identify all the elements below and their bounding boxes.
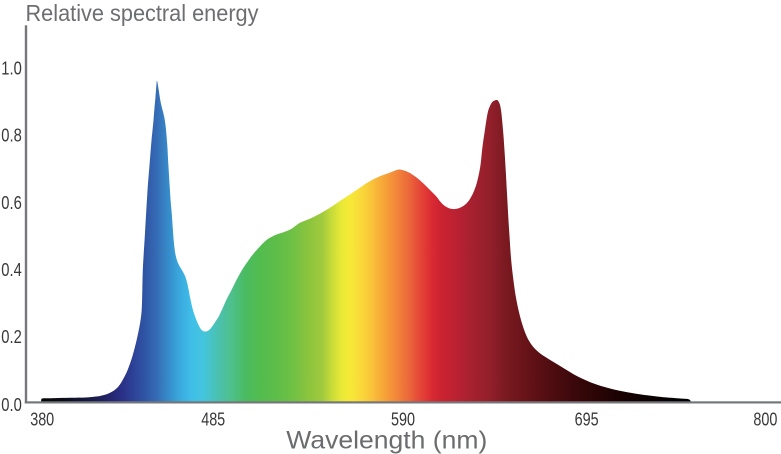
svg-text:0.8: 0.8: [1, 126, 22, 146]
svg-text:800: 800: [753, 409, 777, 430]
svg-text:0.4: 0.4: [1, 260, 22, 280]
svg-text:0.6: 0.6: [1, 193, 22, 213]
svg-text:590: 590: [391, 409, 415, 430]
svg-text:0.0: 0.0: [1, 395, 22, 415]
svg-text:695: 695: [575, 409, 599, 430]
svg-text:0.2: 0.2: [1, 327, 22, 347]
svg-text:Wavelength (nm): Wavelength (nm): [286, 426, 487, 454]
svg-text:380: 380: [30, 409, 54, 430]
svg-text:Relative spectral energy: Relative spectral energy: [26, 0, 259, 26]
svg-text:485: 485: [201, 409, 225, 430]
svg-text:1.0: 1.0: [1, 59, 22, 79]
